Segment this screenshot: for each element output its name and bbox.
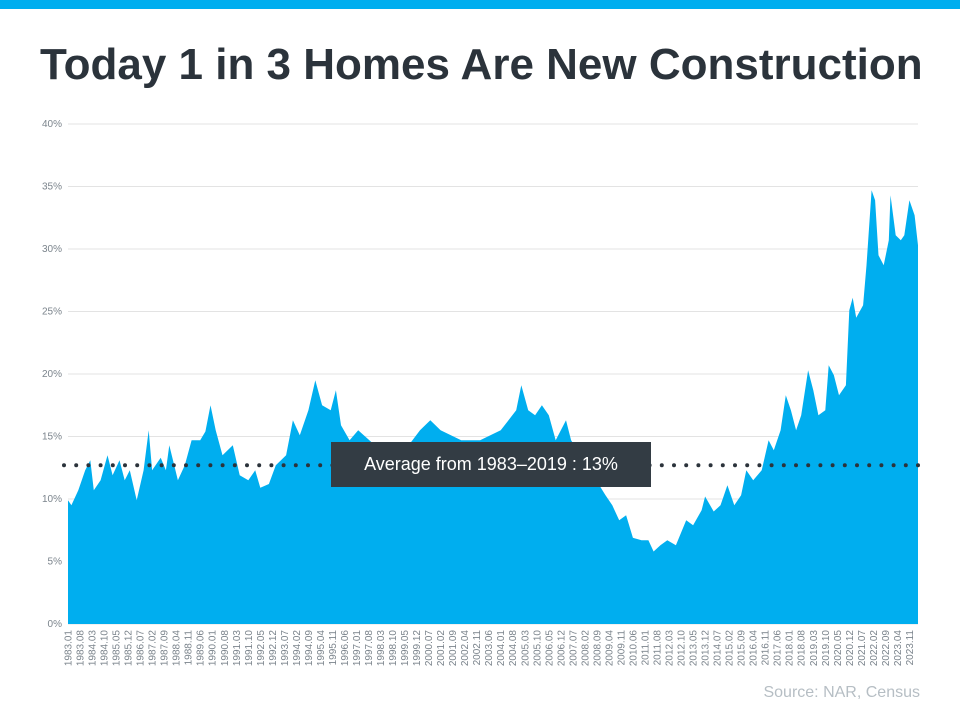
x-tick-label: 1994.09 bbox=[304, 630, 315, 667]
y-tick-label: 35% bbox=[42, 182, 62, 193]
y-tick-label: 40% bbox=[42, 119, 62, 130]
x-tick-label: 1997.01 bbox=[352, 630, 363, 667]
x-tick-label: 1985.05 bbox=[112, 630, 123, 667]
x-tick-label: 1984.03 bbox=[88, 630, 99, 667]
x-tick-label: 1992.12 bbox=[268, 630, 279, 667]
x-tick-label: 2017.06 bbox=[773, 630, 784, 667]
x-tick-label: 2008.02 bbox=[580, 630, 591, 667]
y-tick-label: 20% bbox=[42, 369, 62, 380]
x-tick-label: 2012.10 bbox=[677, 630, 688, 667]
y-tick-label: 15% bbox=[42, 432, 62, 443]
x-tick-label: 2013.05 bbox=[689, 630, 700, 667]
x-tick-label: 1983.01 bbox=[64, 630, 75, 667]
y-tick-label: 5% bbox=[48, 557, 63, 568]
x-tick-label: 2015.09 bbox=[737, 630, 748, 667]
x-tick-label: 1999.12 bbox=[412, 630, 423, 667]
x-tick-label: 2023.11 bbox=[905, 630, 916, 666]
x-tick-label: 2012.03 bbox=[665, 630, 676, 667]
x-tick-label: 1992.05 bbox=[256, 630, 267, 667]
x-tick-label: 2020.05 bbox=[833, 630, 844, 667]
y-tick-label: 10% bbox=[42, 494, 62, 505]
x-tick-label: 2009.04 bbox=[604, 630, 615, 667]
x-tick-label: 2005.03 bbox=[520, 630, 531, 667]
x-tick-label: 2019.10 bbox=[821, 630, 832, 667]
x-tick-label: 2010.06 bbox=[628, 630, 639, 667]
x-tick-label: 1998.03 bbox=[376, 630, 387, 667]
x-tick-label: 1984.10 bbox=[100, 630, 111, 667]
x-tick-label: 2023.04 bbox=[893, 630, 904, 667]
x-tick-label: 2022.09 bbox=[881, 630, 892, 667]
x-tick-label: 2009.11 bbox=[616, 630, 627, 666]
x-tick-label: 1997.08 bbox=[364, 630, 375, 667]
x-tick-label: 1999.05 bbox=[400, 630, 411, 667]
x-tick-label: 2018.01 bbox=[785, 630, 796, 667]
x-tick-label: 2018.08 bbox=[797, 630, 808, 667]
x-tick-label: 1993.07 bbox=[280, 630, 291, 667]
x-tick-label: 1989.06 bbox=[196, 630, 207, 667]
x-tick-label: 2014.07 bbox=[713, 630, 724, 667]
x-tick-label: 2006.12 bbox=[556, 630, 567, 667]
x-tick-label: 2000.07 bbox=[424, 630, 435, 667]
x-tick-label: 2019.03 bbox=[809, 630, 820, 667]
x-tick-label: 1983.08 bbox=[76, 630, 87, 667]
x-tick-label: 2022.02 bbox=[869, 630, 880, 667]
x-tick-label: 2008.09 bbox=[592, 630, 603, 667]
y-tick-label: 30% bbox=[42, 244, 62, 255]
page-title: Today 1 in 3 Homes Are New Construction bbox=[40, 40, 923, 89]
x-tick-label: 2020.12 bbox=[845, 630, 856, 667]
x-tick-label: 2016.11 bbox=[761, 630, 772, 666]
x-tick-label: 1987.02 bbox=[148, 630, 159, 667]
average-annotation: Average from 1983–2019 : 13% bbox=[331, 442, 651, 487]
x-tick-label: 2016.04 bbox=[749, 630, 760, 667]
x-tick-label: 2001.09 bbox=[448, 630, 459, 667]
top-accent-bar bbox=[0, 0, 960, 9]
x-tick-label: 1994.02 bbox=[292, 630, 303, 667]
x-tick-label: 2005.10 bbox=[532, 630, 543, 667]
x-tick-label: 1990.08 bbox=[220, 630, 231, 667]
x-tick-label: 2004.01 bbox=[496, 630, 507, 667]
x-tick-label: 1988.04 bbox=[172, 630, 183, 667]
x-tick-label: 2002.11 bbox=[472, 630, 483, 666]
x-tick-label: 2007.07 bbox=[568, 630, 579, 667]
x-tick-label: 2004.08 bbox=[508, 630, 519, 667]
x-tick-label: 1985.12 bbox=[124, 630, 135, 667]
x-tick-label: 2011.01 bbox=[640, 630, 651, 666]
x-tick-label: 1998.10 bbox=[388, 630, 399, 667]
x-tick-label: 1988.11 bbox=[184, 630, 195, 666]
x-tick-label: 2015.02 bbox=[725, 630, 736, 667]
x-tick-label: 2011.08 bbox=[652, 630, 663, 666]
x-tick-label: 2001.02 bbox=[436, 630, 447, 667]
x-tick-label: 1995.11 bbox=[328, 630, 339, 666]
x-tick-label: 2006.05 bbox=[544, 630, 555, 667]
y-tick-label: 0% bbox=[48, 619, 63, 630]
x-tick-label: 2002.04 bbox=[460, 630, 471, 667]
x-tick-label: 1995.04 bbox=[316, 630, 327, 667]
x-tick-label: 1987.09 bbox=[160, 630, 171, 667]
x-tick-label: 1996.06 bbox=[340, 630, 351, 667]
x-tick-label: 2003.06 bbox=[484, 630, 495, 667]
area-series bbox=[68, 190, 918, 625]
x-tick-label: 1986.07 bbox=[136, 630, 147, 667]
source-note: Source: NAR, Census bbox=[763, 684, 920, 701]
x-tick-label: 1991.10 bbox=[244, 630, 255, 667]
x-tick-label: 1990.01 bbox=[208, 630, 219, 667]
y-tick-label: 25% bbox=[42, 307, 62, 318]
x-tick-label: 1991.03 bbox=[232, 630, 243, 667]
x-tick-label: 2021.07 bbox=[857, 630, 868, 667]
x-tick-label: 2013.12 bbox=[701, 630, 712, 667]
